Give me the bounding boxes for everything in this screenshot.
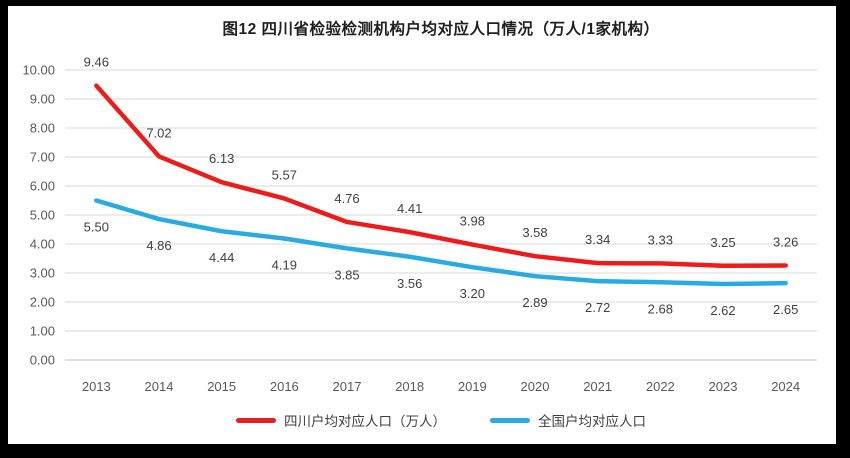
x-axis-tick-label: 2016 <box>270 379 299 394</box>
chart-svg: 0.00 1.00 2.00 3.00 4.00 5.00 6.00 7.00 8.00 9.00… <box>22 55 817 394</box>
x-axis-tick-label: 2019 <box>458 379 487 394</box>
x-axis-tick-label: 2021 <box>583 379 612 394</box>
data-label: 3.34 <box>585 232 610 247</box>
y-axis-tick-label: 0.00 <box>30 353 55 368</box>
legend-line-swatch-national <box>490 417 530 423</box>
data-label: 4.19 <box>272 257 297 272</box>
data-label: 4.41 <box>397 201 422 216</box>
data-label: 2.72 <box>585 300 610 315</box>
series-line-0 <box>94 83 788 268</box>
x-axis-tick-label: 2020 <box>521 379 550 394</box>
legend-line-swatch-sichuan <box>236 417 276 423</box>
series-line-1 <box>94 198 788 287</box>
legend-item-national: 全国户均对应人口 <box>490 410 646 430</box>
chart-legend: 四川户均对应人口（万人） 全国户均对应人口 <box>65 410 817 430</box>
y-axis-tick-label: 4.00 <box>30 237 55 252</box>
data-label: 4.44 <box>209 250 234 265</box>
y-axis-tick-label: 7.00 <box>30 150 55 165</box>
legend-label-sichuan: 四川户均对应人口（万人） <box>284 414 446 429</box>
x-axis-tick-label: 2024 <box>771 379 800 394</box>
legend-label-national: 全国户均对应人口 <box>538 414 646 429</box>
y-axis-tick-label: 3.00 <box>30 266 55 281</box>
data-label: 2.68 <box>648 301 673 316</box>
y-axis-tick-label: 5.00 <box>30 208 55 223</box>
x-axis-tick-label: 2014 <box>145 379 174 394</box>
x-axis-tick-label: 2015 <box>207 379 236 394</box>
data-label: 3.20 <box>460 286 485 301</box>
data-label: 2.65 <box>773 302 798 317</box>
x-axis-tick-label: 2017 <box>333 379 362 394</box>
x-axis-tick-label: 2013 <box>82 379 111 394</box>
chart-area: 0.00 1.00 2.00 3.00 4.00 5.00 6.00 7.00 8.00 9.00… <box>8 6 836 444</box>
chart-panel: 0.00 1.00 2.00 3.00 4.00 5.00 6.00 7.00 8.00 9.00… <box>8 6 836 444</box>
data-label: 4.76 <box>334 191 359 206</box>
data-label: 7.02 <box>146 125 171 140</box>
data-label: 6.13 <box>209 151 234 166</box>
x-axis-tick-label: 2022 <box>646 379 675 394</box>
x-axis-tick-label: 2018 <box>395 379 424 394</box>
data-label: 5.50 <box>84 220 109 235</box>
data-label: 3.98 <box>460 214 485 229</box>
y-axis-tick-label: 8.00 <box>30 121 55 136</box>
legend-item-sichuan: 四川户均对应人口（万人） <box>236 410 446 430</box>
y-axis-tick-label: 2.00 <box>30 295 55 310</box>
data-label: 3.26 <box>773 234 798 249</box>
data-label: 3.85 <box>334 267 359 282</box>
data-label: 9.46 <box>84 55 109 70</box>
y-axis-tick-label: 10.00 <box>22 63 55 78</box>
data-label: 3.25 <box>710 235 735 250</box>
chart-title: 图12 四川省检验检测机构户均对应人口情况（万人/1家机构） <box>222 21 660 38</box>
data-label: 2.62 <box>710 303 735 318</box>
data-label: 3.33 <box>648 232 673 247</box>
y-axis-tick-label: 1.00 <box>30 324 55 339</box>
x-axis-tick-label: 2023 <box>709 379 738 394</box>
data-label: 5.57 <box>272 167 297 182</box>
data-label: 3.58 <box>522 225 547 240</box>
data-label: 3.56 <box>397 276 422 291</box>
data-label: 2.89 <box>522 295 547 310</box>
y-axis-tick-label: 6.00 <box>30 179 55 194</box>
data-label: 4.86 <box>146 238 171 253</box>
y-axis-tick-label: 9.00 <box>30 92 55 107</box>
